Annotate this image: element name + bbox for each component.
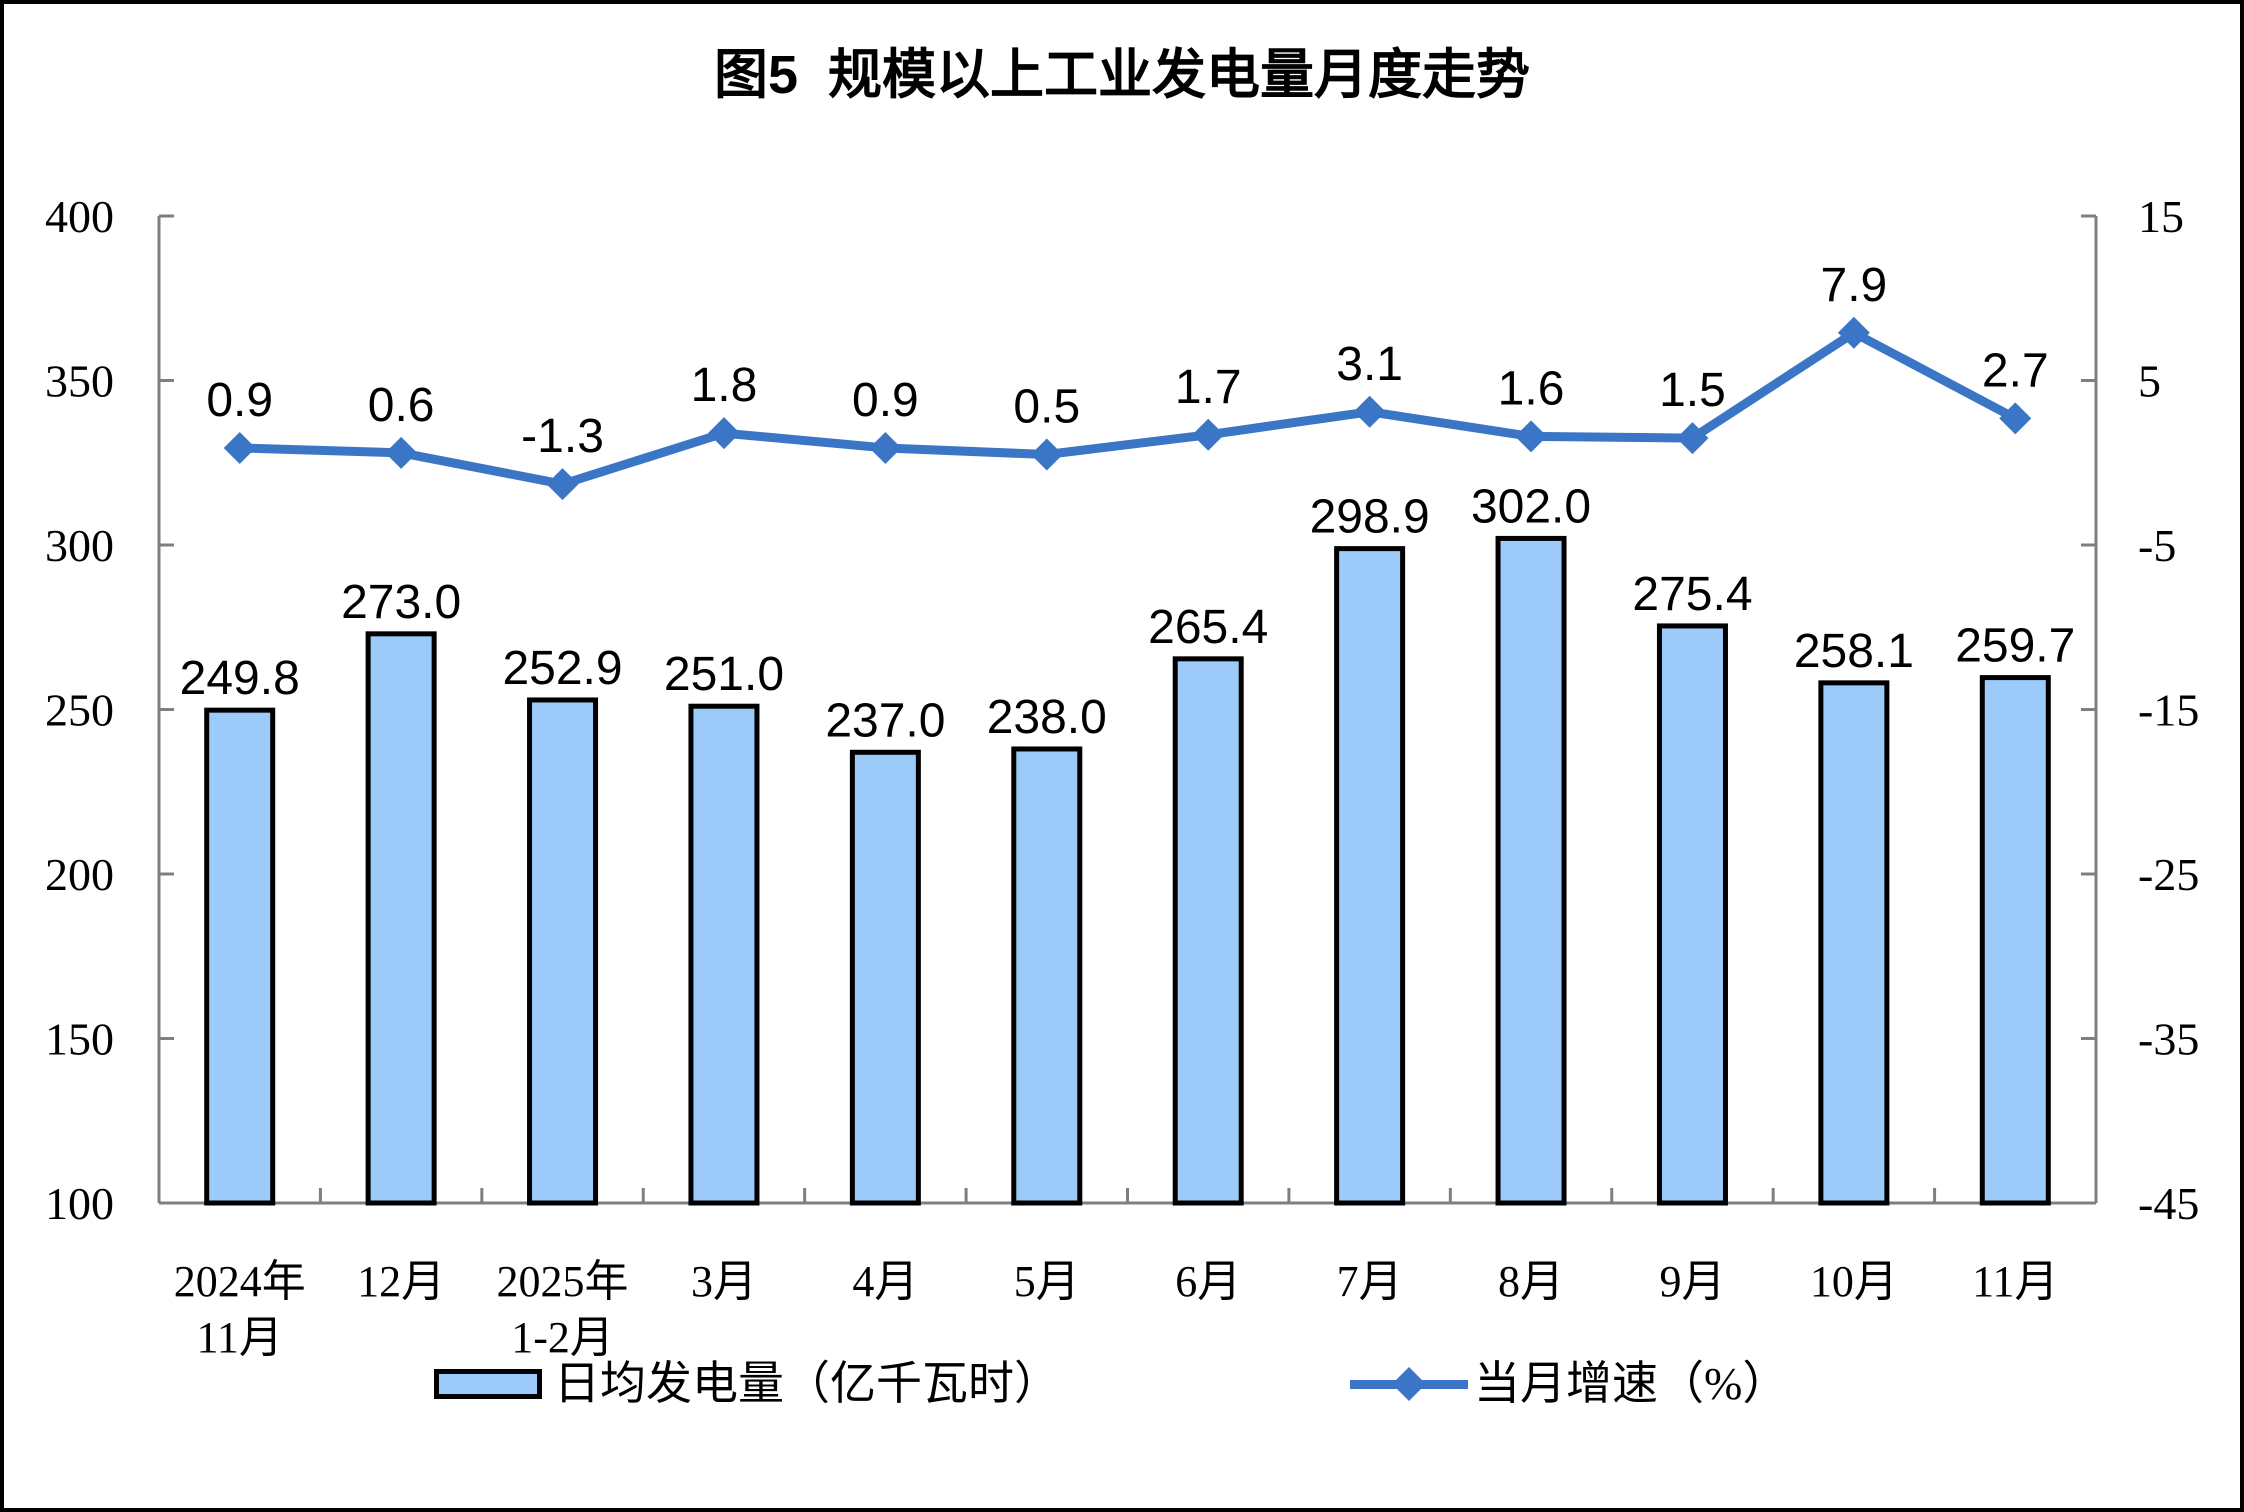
category-label: 2025年 [497,1257,629,1306]
bar [849,749,921,1206]
line-value-label: 2.7 [1982,344,2049,397]
line-marker [707,417,740,450]
line-swatch-icon [1350,1362,1468,1406]
bar-value-label: 251.0 [664,648,784,701]
category-label: 11月 [1972,1257,2058,1306]
category-label: 12月 [357,1257,445,1306]
chart-svg: 400 350 300 250 200 150 100 15 5 -5 -15 -25 -35 -45 20… [45,191,2199,1362]
category-label: 11月 [197,1313,283,1362]
bar-value-label: 249.8 [180,652,300,705]
bar [1818,680,1890,1206]
bar [1172,656,1244,1206]
left-axis-tick-label: 350 [45,356,114,407]
line-marker [1676,422,1709,455]
line-marker [869,431,902,464]
line-value-label: -1.3 [521,410,604,463]
line-value-label: 1.6 [1498,362,1565,415]
bar [204,707,276,1206]
line-value-label: 7.9 [1821,259,1888,312]
left-axis-tick-label: 400 [45,191,114,242]
left-axis-tick-label: 250 [45,685,114,736]
line-marker [1837,316,1870,349]
bar-value-label: 258.1 [1794,625,1914,678]
category-label: 10月 [1810,1257,1898,1306]
bar-value-label: 265.4 [1148,601,1268,654]
right-axis-tick-label: 15 [2138,191,2184,242]
growth-line [239,327,2018,489]
right-axis-tick-label: -5 [2138,520,2176,571]
bar-value-label: 298.9 [1310,491,1430,544]
legend-label-bar: 日均发电量（亿千瓦时） [554,1358,1060,1409]
line-marker [1353,395,1386,428]
line-value-label: 1.8 [691,359,758,412]
right-axis-tick-label: -45 [2138,1178,2199,1229]
left-axis-tick-label: 300 [45,520,114,571]
bar-value-label: 275.4 [1632,568,1752,621]
chart-title: 图5 规模以上工业发电量月度走势 [713,45,1531,105]
bar [1011,746,1083,1206]
legend-item-bar: 日均发电量（亿千瓦时） [434,1358,1060,1409]
category-label: 5月 [1014,1257,1080,1306]
bar [1495,535,1567,1206]
line-value-label: 1.5 [1659,364,1726,417]
right-axis-tick-label: -35 [2138,1014,2199,1065]
bar [1979,675,2051,1206]
line-marker [1192,418,1225,451]
left-axis-tick-label: 200 [45,849,114,900]
category-label: 4月 [852,1257,918,1306]
line-value-label: 0.6 [368,379,435,432]
bar-value-label: 237.0 [825,694,945,747]
category-label: 6月 [1175,1257,1241,1306]
line-marker [1030,438,1063,471]
legend-item-line: 当月增速（%） [1350,1358,1789,1409]
line-marker [1999,402,2032,435]
bar-swatch-icon [434,1369,542,1399]
bar [527,697,599,1206]
line-marker [223,431,256,464]
bar [688,703,760,1206]
left-axis-tick-label: 100 [45,1178,114,1229]
bar-value-label: 238.0 [987,691,1107,744]
bar-value-label: 252.9 [502,642,622,695]
line-marker [1515,420,1548,453]
bar [1334,546,1406,1206]
line-marker [385,436,418,469]
category-label: 1-2月 [511,1313,614,1362]
category-label: 8月 [1498,1257,1564,1306]
line-value-label: 1.7 [1175,361,1242,414]
category-label: 9月 [1659,1257,1725,1306]
line-value-label: 0.5 [1013,381,1080,434]
bar-value-label: 273.0 [341,576,461,629]
legend-label-line: 当月增速（%） [1474,1358,1789,1409]
right-axis-tick-label: -15 [2138,685,2199,736]
bar-value-label: 302.0 [1471,480,1591,533]
right-axis-tick-label: -25 [2138,849,2199,900]
line-value-label: 0.9 [852,374,919,427]
category-label: 3月 [691,1257,757,1306]
bar [1656,623,1728,1206]
legend: 日均发电量（亿千瓦时） 当月增速（%） [4,1358,2240,1412]
right-axis-tick-label: 5 [2138,356,2161,407]
line-value-label: 3.1 [1336,338,1403,391]
left-axis-tick-label: 150 [45,1014,114,1065]
category-label: 2024年 [174,1257,306,1306]
bar [365,631,437,1206]
line-marker [546,468,579,501]
bar-value-label: 259.7 [1955,620,2075,673]
line-value-label: 0.9 [206,374,273,427]
diamond-marker-icon [1392,1367,1426,1401]
category-label: 7月 [1337,1257,1403,1306]
